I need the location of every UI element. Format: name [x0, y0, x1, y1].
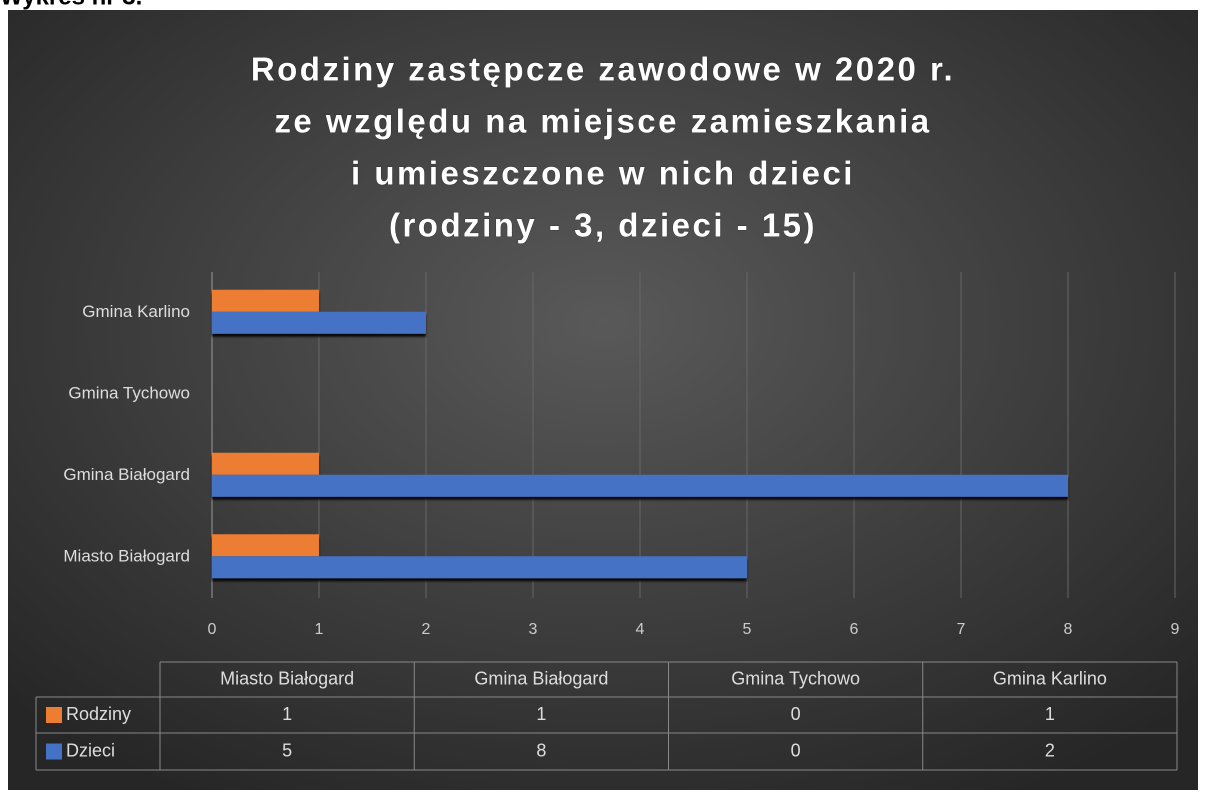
table-header: Gmina Tychowo [731, 668, 860, 688]
chart-title: Rodziny zastępcze zawodowe w 2020 r. [251, 51, 955, 88]
legend-label: Dzieci [66, 740, 115, 760]
x-tick-label: 2 [422, 621, 431, 638]
table-value: 5 [282, 740, 292, 760]
bar [212, 474, 1068, 497]
table-value: 1 [282, 704, 292, 724]
chart-title: ze względu na miejsce zamieszkania [274, 103, 931, 140]
y-tick-label: Gmina Tychowo [68, 384, 190, 403]
x-tick-label: 0 [208, 621, 217, 638]
y-tick-label: Miasto Białogard [63, 547, 190, 566]
heading: Wykres nr 3. [0, 0, 142, 10]
x-tick-label: 9 [1171, 621, 1180, 638]
x-tick-label: 4 [636, 621, 645, 638]
x-tick-label: 3 [529, 621, 538, 638]
legend-swatch [46, 707, 62, 723]
bar [212, 311, 426, 334]
bar [212, 452, 319, 475]
chart-title: (rodziny - 3, dzieci - 15) [389, 207, 817, 244]
x-tick-label: 1 [315, 621, 324, 638]
table-value: 1 [1045, 704, 1055, 724]
chart-background [8, 10, 1198, 790]
legend-swatch [46, 743, 62, 760]
y-tick-label: Gmina Białogard [63, 465, 190, 484]
table-value: 0 [791, 704, 801, 724]
bar [212, 556, 747, 579]
table-header: Miasto Białogard [220, 668, 354, 688]
x-tick-label: 7 [957, 621, 966, 638]
x-tick-label: 8 [1064, 621, 1073, 638]
table-value: 2 [1045, 740, 1055, 760]
x-tick-label: 6 [850, 621, 859, 638]
table-header: Gmina Karlino [993, 668, 1107, 688]
table-header: Gmina Białogard [474, 668, 608, 688]
bar [212, 289, 319, 312]
table-value: 1 [536, 704, 546, 724]
y-tick-label: Gmina Karlino [82, 302, 190, 321]
chart-title: i umieszczone w nich dzieci [351, 155, 855, 192]
x-tick-label: 5 [743, 621, 752, 638]
table-value: 8 [536, 740, 546, 760]
bar [212, 534, 319, 557]
legend-label: Rodziny [66, 704, 131, 724]
table-value: 0 [791, 740, 801, 760]
